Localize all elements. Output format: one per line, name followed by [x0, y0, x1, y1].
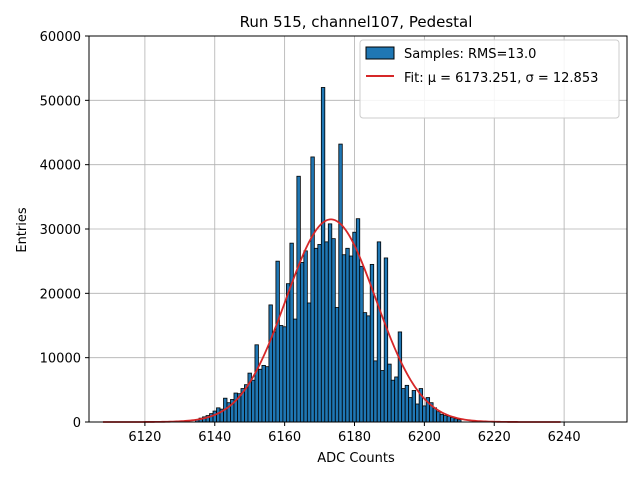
histogram-bar: [415, 403, 420, 423]
histogram-bar: [296, 175, 301, 423]
histogram-bar: [303, 250, 308, 423]
histogram-bar: [289, 242, 294, 423]
histogram-bar: [376, 241, 382, 423]
histogram-bar: [422, 405, 427, 423]
histogram-bar: [359, 265, 364, 423]
histogram-bar: [352, 231, 357, 423]
gaussian-fit-curve: [102, 218, 561, 423]
x-tick-label: 6240: [548, 430, 581, 445]
histogram-bar: [390, 379, 396, 423]
histogram-bar: [397, 331, 403, 423]
histogram-bar: [345, 247, 350, 423]
y-tick-label: 20000: [40, 287, 81, 302]
histogram-bar: [313, 247, 319, 423]
histogram-bar: [268, 304, 273, 423]
x-tick-label: 6220: [478, 430, 511, 445]
histogram-bar: [404, 384, 410, 423]
x-tick-label: 6200: [408, 430, 441, 445]
y-tick-label: 40000: [40, 159, 81, 174]
y-tick-label: 30000: [40, 223, 81, 238]
histogram-bar: [450, 417, 455, 423]
chart-title: Run 515, channel107, Pedestal: [240, 13, 473, 31]
x-tick-label: 6140: [198, 430, 231, 445]
y-tick-label: 10000: [40, 352, 81, 367]
histogram-bar: [327, 223, 333, 423]
histogram-bar: [394, 376, 399, 423]
histogram-bar: [278, 325, 284, 423]
histogram-bar: [348, 255, 354, 423]
histogram-bar: [275, 260, 280, 423]
y-axis-title: Entries: [15, 207, 30, 253]
histogram-bar: [341, 254, 347, 423]
histogram-bar: [401, 388, 406, 423]
histogram-bar: [387, 363, 392, 423]
histogram-bar: [380, 370, 385, 423]
histogram-bar: [310, 156, 315, 423]
histogram-bar: [317, 244, 322, 423]
axis-ticks: 6120 6140 6160 6180 6200 6220 6240 0 10000 20000 3…: [40, 30, 581, 445]
histogram-bar: [362, 312, 368, 423]
histogram-bars: [195, 87, 462, 423]
histogram-bar: [331, 238, 336, 423]
histogram-bar: [373, 360, 378, 423]
legend: Samples: RMS=13.0 Fit: μ = 6173.251, σ =…: [359, 39, 620, 119]
histogram-bar: [320, 87, 326, 423]
histogram-bar: [446, 415, 451, 423]
y-tick-label: 60000: [40, 30, 81, 45]
x-axis-title: ADC Counts: [317, 451, 395, 466]
x-tick-label: 6160: [268, 430, 301, 445]
histogram-bar: [338, 143, 343, 423]
histogram-bar: [334, 307, 340, 423]
histogram-bar: [411, 390, 417, 423]
histogram-bar: [439, 413, 444, 423]
histogram-bar: [254, 344, 259, 423]
histogram-bar: [436, 411, 441, 423]
legend-fit-label: Fit: μ = 6173.251, σ = 12.853: [404, 71, 598, 86]
legend-samples-swatch: [365, 46, 395, 60]
histogram-bar: [261, 364, 266, 423]
histogram-bar: [216, 407, 221, 423]
x-tick-label: 6120: [128, 430, 161, 445]
histogram-bar: [383, 257, 389, 423]
histogram-bar: [265, 366, 270, 423]
histogram-bar: [306, 302, 312, 423]
y-tick-label: 50000: [40, 94, 81, 109]
histogram-bar: [258, 368, 263, 423]
histogram-bar: [366, 315, 371, 423]
histogram-bar: [285, 283, 291, 423]
legend-samples-label: Samples: RMS=13.0: [404, 47, 536, 62]
histogram-bar: [299, 262, 305, 423]
legend-box: [359, 39, 620, 119]
histogram-bar: [272, 331, 277, 423]
histogram-bar: [282, 326, 287, 423]
histogram-bar: [443, 415, 448, 423]
x-tick-label: 6180: [338, 430, 371, 445]
histogram-bar: [251, 379, 256, 423]
histogram-bar: [408, 397, 413, 423]
y-tick-label: 0: [73, 416, 81, 431]
histogram-bar: [292, 318, 298, 423]
histogram-bar: [233, 392, 238, 423]
histogram-bar: [212, 410, 217, 423]
histogram-bar: [324, 241, 329, 423]
